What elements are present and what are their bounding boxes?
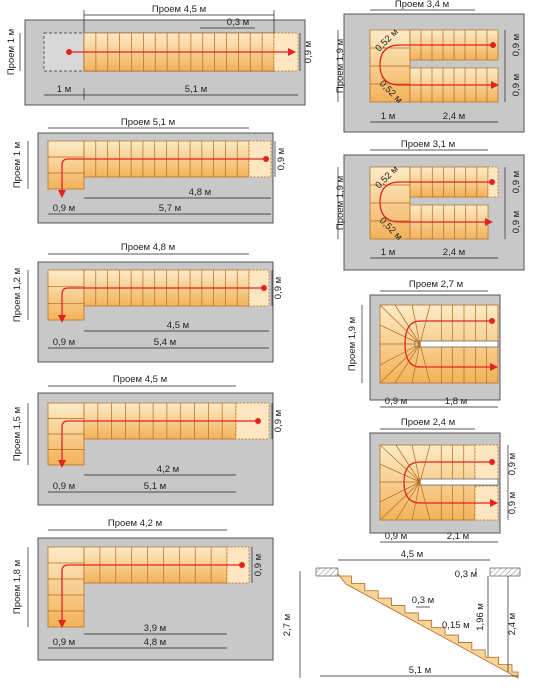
plan4-bottom-b: 5,1 м (144, 481, 166, 492)
section-right-h: 2,4 м (507, 613, 518, 635)
plan9-opening-h: Проем 2,4 м (401, 417, 455, 428)
plan8-bottom-b: 1,8 м (445, 396, 467, 407)
plan5-bottom-b: 4,8 м (144, 637, 166, 648)
plan1-width: 0,9 м (303, 41, 314, 63)
plan3-width: 0,9 м (273, 277, 284, 299)
plan3-bottom-b: 5,4 м (154, 337, 176, 348)
plan-6: Проем 3,4 м Проем 1,9 м 0,52 м 0,52 м 0,… (335, 0, 525, 133)
plan3-inner: 4,5 м (167, 320, 189, 331)
plan8-opening-h: Проем 2,7 м (409, 279, 463, 290)
plan-2: Проем 5,1 м Проем 1 м 0,9 м 4,8 м 0,9 м … (12, 117, 287, 224)
winder-line (411, 444, 421, 483)
plan1-bottom-a: 1 м (57, 84, 71, 95)
plan6-right-b: 0,9 м (511, 74, 522, 96)
winder-line (395, 444, 421, 483)
plan9-bottom-b: 2,1 м (447, 531, 469, 542)
winder-line (379, 463, 421, 483)
plan-7: Проем 3,1 м Проем 1,9 м 0,52 м 0,52 м 0,… (335, 139, 525, 271)
plan1-bottom-b: 5,1 м (185, 84, 207, 95)
plan6-bottom-a: 1 м (381, 111, 395, 122)
plan-3: Проем 4,8 м Проем 1,2 м 0,9 м 4,5 м 0,9 … (12, 242, 284, 363)
plan7-right-b: 0,9 м (511, 211, 522, 233)
plan7-right-a: 0,9 м (511, 171, 522, 193)
plan-4: Проем 4,5 м Проем 1,5 м 0,9 м 4,2 м 0,9 … (12, 374, 284, 506)
plan4-inner: 4,2 м (157, 464, 179, 475)
winder-line (379, 324, 421, 345)
plan9-right-a: 0,9 м (507, 453, 518, 475)
plan7-bottom-b: 2,4 м (443, 247, 465, 258)
winder-line (411, 343, 421, 384)
winder-line (379, 343, 421, 366)
plan2-bottom-b: 5,7 м (159, 203, 181, 214)
winder-line (379, 343, 421, 384)
plan2-opening-v: Проем 1 м (12, 142, 23, 188)
winder-line (419, 304, 431, 345)
plan-9: Проем 2,4 м 0,9 м 0,9 м 0,9 м 2,1 м (369, 417, 518, 543)
plan2-width: 0,9 м (276, 148, 287, 170)
stair-section: 2,7 м 4,5 м 0,3 м 1,96 м 2,4 м 0,3 м 0,1… (282, 549, 521, 679)
plan-5: Проем 4,2 м Проем 1,8 м 0,9 м 3,9 м 0,9 … (12, 518, 274, 661)
plan-8: Проем 2,7 м Проем 1,9 м 0,9 м 1,8 м (347, 279, 501, 408)
section-total-h: 2,7 м (282, 614, 293, 636)
plan6-opening-v: Проем 1,9 м (335, 39, 346, 93)
plan3-opening-h: Проем 4,8 м (121, 242, 175, 253)
plan2-inner: 4,8 м (189, 187, 211, 198)
winder-line (379, 481, 421, 503)
plan1-gap: 0,3 м (227, 17, 249, 28)
winder-line (419, 444, 431, 483)
plan5-inner: 3,9 м (144, 623, 166, 634)
winder-line (394, 304, 421, 345)
section-inner-h: 1,96 м (475, 603, 486, 631)
plan2-bottom-a: 0,9 м (53, 203, 75, 214)
plan4-opening-v: Проем 1,5 м (12, 407, 23, 461)
winder-line (395, 481, 421, 521)
winder-line (379, 304, 421, 345)
section-slab: 0,3 м (455, 569, 477, 580)
plan4-width: 0,9 м (273, 410, 284, 432)
plan9-bottom-a: 0,9 м (385, 531, 407, 542)
plan2-opening-h: Проем 5,1 м (121, 117, 175, 128)
section-top-len: 4,5 м (401, 549, 423, 560)
winder-line (379, 444, 421, 483)
plan7-opening-h: Проем 3,1 м (401, 139, 455, 150)
plan9-right-b: 0,9 м (507, 492, 518, 514)
section-bottom-len: 5,1 м (409, 665, 431, 676)
plan7-bottom-a: 1 м (381, 247, 395, 258)
plan5-width: 0,9 м (253, 554, 264, 576)
winder-line (411, 304, 421, 345)
plan8-opening-v: Проем 1,9 м (347, 317, 358, 371)
plan5-opening-v: Проем 1,8 м (12, 560, 23, 614)
plan6-right-a: 0,9 м (511, 34, 522, 56)
plan5-opening-h: Проем 4,2 м (108, 518, 162, 529)
plan-1: Проем 4,5 м 0,3 м Проем 1 м 0,9 м 1 м 5,… (6, 4, 314, 106)
plan4-bottom-a: 0,9 м (53, 481, 75, 492)
winder-line (394, 343, 421, 384)
plan8-bottom-a: 0,9 м (385, 396, 407, 407)
plan1-opening-h: Проем 4,5 м (152, 4, 206, 15)
winder-line (419, 343, 431, 384)
plan6-opening-h: Проем 3,4 м (395, 0, 449, 10)
section-tread: 0,3 м (412, 595, 434, 606)
plan4-opening-h: Проем 4,5 м (113, 374, 167, 385)
winder-line (411, 481, 421, 521)
winder-line (419, 481, 431, 521)
plan6-bottom-b: 2,4 м (443, 111, 465, 122)
plan3-bottom-a: 0,9 м (53, 337, 75, 348)
section-riser: 0,15 м (442, 620, 470, 631)
winder-line (379, 481, 421, 521)
plan3-opening-v: Проем 1,2 м (12, 268, 23, 322)
plan1-opening-v: Проем 1 м (6, 29, 17, 75)
plan7-opening-v: Проем 1,9 м (335, 176, 346, 230)
plan5-bottom-a: 0,9 м (53, 637, 75, 648)
